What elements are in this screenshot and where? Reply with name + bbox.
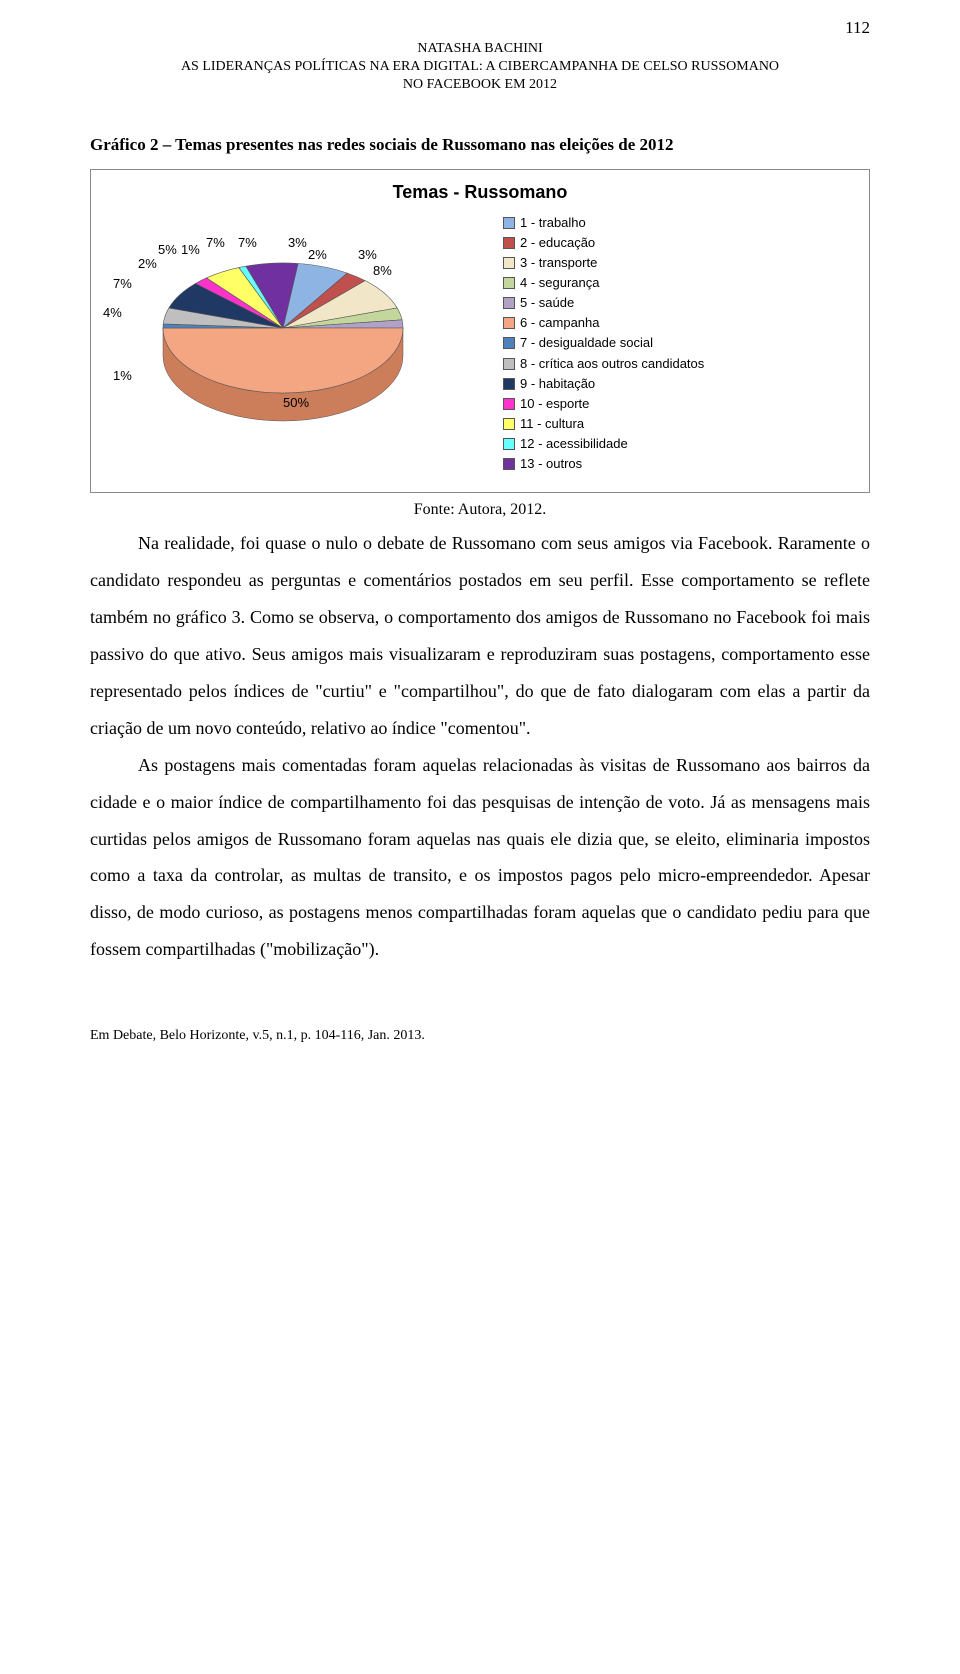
legend-item: 1 - trabalho bbox=[503, 213, 704, 233]
legend-swatch bbox=[503, 358, 515, 370]
legend-item: 7 - desigualdade social bbox=[503, 333, 704, 353]
legend-item: 5 - saúde bbox=[503, 293, 704, 313]
legend-item: 8 - crítica aos outros candidatos bbox=[503, 354, 704, 374]
legend-label: 5 - saúde bbox=[520, 293, 574, 313]
legend-item: 12 - acessibilidade bbox=[503, 434, 704, 454]
legend-item: 11 - cultura bbox=[503, 414, 704, 434]
legend-label: 10 - esporte bbox=[520, 394, 589, 414]
pie-slice-label: 4% bbox=[103, 305, 122, 320]
header-title-1: AS LIDERANÇAS POLÍTICAS NA ERA DIGITAL: … bbox=[90, 58, 870, 76]
legend-label: 13 - outros bbox=[520, 454, 582, 474]
legend-item: 4 - segurança bbox=[503, 273, 704, 293]
legend-item: 9 - habitação bbox=[503, 374, 704, 394]
header-author: NATASHA BACHINI bbox=[90, 40, 870, 58]
legend-swatch bbox=[503, 317, 515, 329]
legend-swatch bbox=[503, 418, 515, 430]
pie-slice-label: 3% bbox=[358, 247, 377, 262]
chart-body: 4%7%2%5%1%7%7%1%3%2%3%8%50% 1 - trabalho… bbox=[103, 213, 857, 475]
pie-slice-label: 5% bbox=[158, 242, 177, 257]
legend-swatch bbox=[503, 297, 515, 309]
legend-swatch bbox=[503, 458, 515, 470]
pie-chart: 4%7%2%5%1%7%7%1%3%2%3%8%50% bbox=[103, 233, 483, 453]
page-header: NATASHA BACHINI AS LIDERANÇAS POLÍTICAS … bbox=[90, 40, 870, 95]
chart-title: Temas - Russomano bbox=[103, 182, 857, 203]
pie-slice-label: 50% bbox=[283, 395, 309, 410]
pie-slice-label: 7% bbox=[238, 235, 257, 250]
legend-swatch bbox=[503, 237, 515, 249]
legend-label: 12 - acessibilidade bbox=[520, 434, 628, 454]
legend-item: 13 - outros bbox=[503, 454, 704, 474]
legend-item: 3 - transporte bbox=[503, 253, 704, 273]
legend-label: 7 - desigualdade social bbox=[520, 333, 653, 353]
pie-slice-label: 8% bbox=[373, 263, 392, 278]
chart-legend: 1 - trabalho2 - educação3 - transporte4 … bbox=[503, 213, 704, 475]
pie-slice-label: 7% bbox=[113, 276, 132, 291]
body-paragraph: Na realidade, foi quase o nulo o debate … bbox=[90, 525, 870, 746]
legend-swatch bbox=[503, 438, 515, 450]
legend-swatch bbox=[503, 378, 515, 390]
chart-container: Temas - Russomano 4%7%2%5%1%7%7%1%3%2%3%… bbox=[90, 169, 870, 494]
pie-slice-label: 2% bbox=[308, 247, 327, 262]
page-number: 112 bbox=[845, 18, 870, 38]
legend-swatch bbox=[503, 398, 515, 410]
legend-label: 11 - cultura bbox=[520, 414, 584, 434]
figure-caption: Fonte: Autora, 2012. bbox=[90, 501, 870, 519]
pie-slice-label: 3% bbox=[288, 235, 307, 250]
pie-slice-label: 1% bbox=[113, 368, 132, 383]
legend-label: 3 - transporte bbox=[520, 253, 597, 273]
legend-item: 6 - campanha bbox=[503, 313, 704, 333]
legend-label: 8 - crítica aos outros candidatos bbox=[520, 354, 704, 374]
legend-swatch bbox=[503, 337, 515, 349]
legend-label: 9 - habitação bbox=[520, 374, 595, 394]
page-footer: Em Debate, Belo Horizonte, v.5, n.1, p. … bbox=[90, 1028, 870, 1044]
legend-label: 4 - segurança bbox=[520, 273, 600, 293]
header-title-2: NO FACEBOOK EM 2012 bbox=[90, 76, 870, 94]
legend-item: 10 - esporte bbox=[503, 394, 704, 414]
figure-title: Gráfico 2 – Temas presentes nas redes so… bbox=[90, 135, 870, 155]
legend-swatch bbox=[503, 217, 515, 229]
pie-slice-label: 7% bbox=[206, 235, 225, 250]
legend-swatch bbox=[503, 277, 515, 289]
pie-slice-label: 1% bbox=[181, 242, 200, 257]
body-text: Na realidade, foi quase o nulo o debate … bbox=[90, 525, 870, 968]
legend-swatch bbox=[503, 257, 515, 269]
legend-label: 1 - trabalho bbox=[520, 213, 586, 233]
legend-label: 2 - educação bbox=[520, 233, 595, 253]
legend-label: 6 - campanha bbox=[520, 313, 600, 333]
legend-item: 2 - educação bbox=[503, 233, 704, 253]
pie-slice-label: 2% bbox=[138, 256, 157, 271]
body-paragraph: As postagens mais comentadas foram aquel… bbox=[90, 747, 870, 968]
